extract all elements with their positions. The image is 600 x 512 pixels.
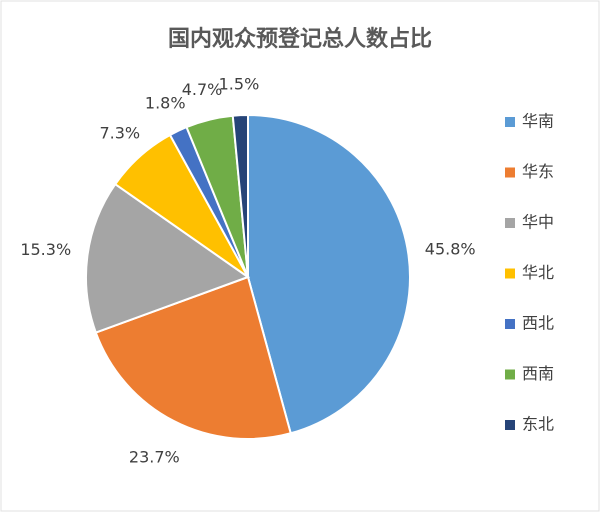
legend-swatch xyxy=(505,319,515,329)
pie-slice xyxy=(94,275,292,440)
legend-swatch xyxy=(505,218,515,228)
legend-swatch xyxy=(505,420,515,430)
legend-label: 华东 xyxy=(522,162,554,181)
legend-label: 西北 xyxy=(522,314,554,333)
legend-swatch xyxy=(505,268,515,279)
legend-swatch xyxy=(505,117,515,127)
pie-slice xyxy=(247,113,412,435)
data-label: 4.7% xyxy=(182,80,223,99)
data-label: 7.3% xyxy=(99,124,140,143)
pie-slice xyxy=(85,182,251,334)
data-label: 1.8% xyxy=(145,93,186,112)
legend-label: 东北 xyxy=(522,415,554,434)
data-label: 45.8% xyxy=(425,239,476,258)
legend-label: 华中 xyxy=(522,213,554,232)
legend-swatch xyxy=(505,167,515,178)
legend-swatch xyxy=(505,369,515,380)
chart-title: 国内观众预登记总人数占比 xyxy=(168,26,432,52)
legend-label: 西南 xyxy=(522,364,554,383)
data-label: 15.3% xyxy=(20,240,71,259)
data-label: 23.7% xyxy=(129,448,180,467)
data-label: 1.5% xyxy=(219,75,260,94)
legend-label: 华北 xyxy=(522,263,554,282)
pie-slice xyxy=(231,113,249,278)
legend-label: 华南 xyxy=(522,112,554,131)
